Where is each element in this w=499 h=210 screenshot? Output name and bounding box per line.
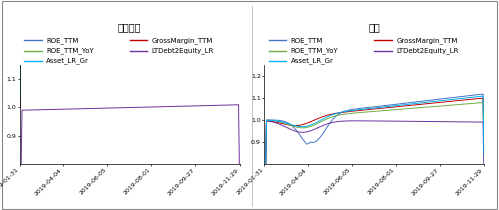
Text: ROE_TTM: ROE_TTM	[46, 37, 79, 44]
Text: LTDebt2Equity_LR: LTDebt2Equity_LR	[396, 48, 459, 54]
Text: ROE_TTM_YoY: ROE_TTM_YoY	[291, 48, 338, 54]
Text: Asset_LR_Gr: Asset_LR_Gr	[291, 57, 334, 64]
Text: ROE_TTM_YoY: ROE_TTM_YoY	[46, 48, 94, 54]
Text: 多头超额: 多头超额	[118, 22, 142, 32]
Text: ROE_TTM: ROE_TTM	[291, 37, 323, 44]
Text: 多空: 多空	[368, 22, 380, 32]
Text: GrossMargin_TTM: GrossMargin_TTM	[396, 37, 458, 44]
Text: GrossMargin_TTM: GrossMargin_TTM	[152, 37, 213, 44]
Text: LTDebt2Equity_LR: LTDebt2Equity_LR	[152, 48, 214, 54]
Text: Asset_LR_Gr: Asset_LR_Gr	[46, 57, 89, 64]
